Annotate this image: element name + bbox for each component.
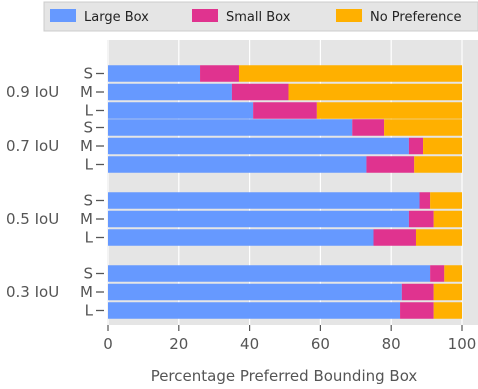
legend-frame: [43, 1, 478, 32]
legend-swatch-1: [192, 9, 218, 22]
bar-0-5-IoUM-series-2: [433, 210, 462, 228]
plot-background: [107, 40, 478, 325]
bar-0-7-IoUM-series-0: [108, 137, 409, 155]
y-tick-label-1-0: S: [83, 119, 93, 137]
bar-0-5-IoUS-series-2: [430, 192, 462, 209]
bar-0-9-IoUS-series-2: [238, 65, 462, 82]
legend-label-2: No Preference: [370, 10, 462, 25]
y-tick-label-2-2: L: [85, 229, 94, 247]
bar-0-9-IoUL-series-0: [108, 102, 254, 119]
bar-0-7-IoUS-series-0: [108, 119, 353, 136]
y-tick-label-1-2: L: [85, 156, 94, 174]
bar-0-7-IoUM-series-2: [423, 137, 462, 155]
y-tick-label-3-0: S: [83, 265, 93, 283]
y-tick-label-2-1: M: [80, 210, 93, 228]
bar-0-9-IoUM-series-2: [288, 83, 462, 101]
group-label-3: 0.3 IoU: [6, 283, 59, 301]
bar-0-3-IoUL-series-0: [108, 302, 401, 319]
bar-0-5-IoUS-series-0: [108, 192, 420, 209]
bars: [108, 65, 462, 319]
bar-0-3-IoUS-series-2: [444, 265, 462, 282]
group-label-0: 0.9 IoU: [6, 83, 59, 101]
y-tick-label-0-2: L: [85, 102, 94, 120]
bar-0-5-IoUM-series-0: [108, 210, 409, 228]
group-label-1: 0.7 IoU: [6, 137, 59, 155]
y-tick-label-2-0: S: [83, 192, 93, 210]
bar-0-7-IoUL-series-0: [108, 156, 367, 173]
bar-0-7-IoUL-series-1: [366, 156, 415, 173]
x-tick-label-3: 60: [311, 335, 330, 353]
legend-swatch-2: [336, 9, 362, 22]
bar-0-9-IoUL-series-1: [253, 102, 317, 119]
y-tick-label-3-2: L: [85, 302, 94, 320]
bar-0-9-IoUS-series-0: [108, 65, 201, 82]
bar-0-3-IoUL-series-1: [400, 302, 434, 319]
bar-0-5-IoUS-series-1: [419, 192, 431, 209]
x-tick-label-1: 20: [169, 335, 188, 353]
y-tick-label-3-1: M: [80, 283, 93, 301]
bar-0-3-IoUM-series-2: [433, 283, 462, 301]
bar-0-3-IoUL-series-2: [433, 302, 462, 319]
bar-0-7-IoUS-series-2: [384, 119, 462, 136]
y-tick-label-0-0: S: [83, 65, 93, 83]
y-tick-label-0-1: M: [80, 83, 93, 101]
x-tick-label-2: 40: [240, 335, 259, 353]
legend-label-0: Large Box: [84, 10, 149, 25]
bar-0-9-IoUM-series-0: [108, 83, 232, 101]
legend-label-1: Small Box: [226, 10, 291, 25]
bar-0-9-IoUM-series-1: [231, 83, 289, 101]
bar-0-7-IoUS-series-1: [352, 119, 385, 136]
bar-0-3-IoUM-series-0: [108, 283, 402, 301]
legend-swatch-0: [50, 9, 76, 22]
x-tick-label-4: 80: [382, 335, 401, 353]
bar-0-5-IoUL-series-1: [373, 229, 416, 246]
bar-0-9-IoUS-series-1: [200, 65, 239, 82]
bar-0-5-IoUL-series-2: [415, 229, 462, 246]
group-label-2: 0.5 IoU: [6, 210, 59, 228]
x-tick-label-5: 100: [448, 335, 477, 353]
legend: Large Box Small Box No Preference: [43, 1, 478, 32]
bar-0-3-IoUM-series-1: [401, 283, 434, 301]
bar-0-7-IoUL-series-2: [414, 156, 462, 173]
y-tick-label-1-1: M: [80, 137, 93, 155]
bar-0-5-IoUM-series-1: [408, 210, 434, 228]
bar-0-3-IoUS-series-1: [430, 265, 445, 282]
x-tick-label-0: 0: [103, 335, 113, 353]
bar-0-5-IoUL-series-0: [108, 229, 374, 246]
bar-0-3-IoUS-series-0: [108, 265, 431, 282]
x-axis-title: Percentage Preferred Bounding Box: [151, 367, 418, 385]
bar-0-7-IoUM-series-1: [408, 137, 424, 155]
bar-0-9-IoUL-series-2: [316, 102, 462, 119]
x-ticks: 0 20 40 60 80 100: [103, 325, 476, 353]
